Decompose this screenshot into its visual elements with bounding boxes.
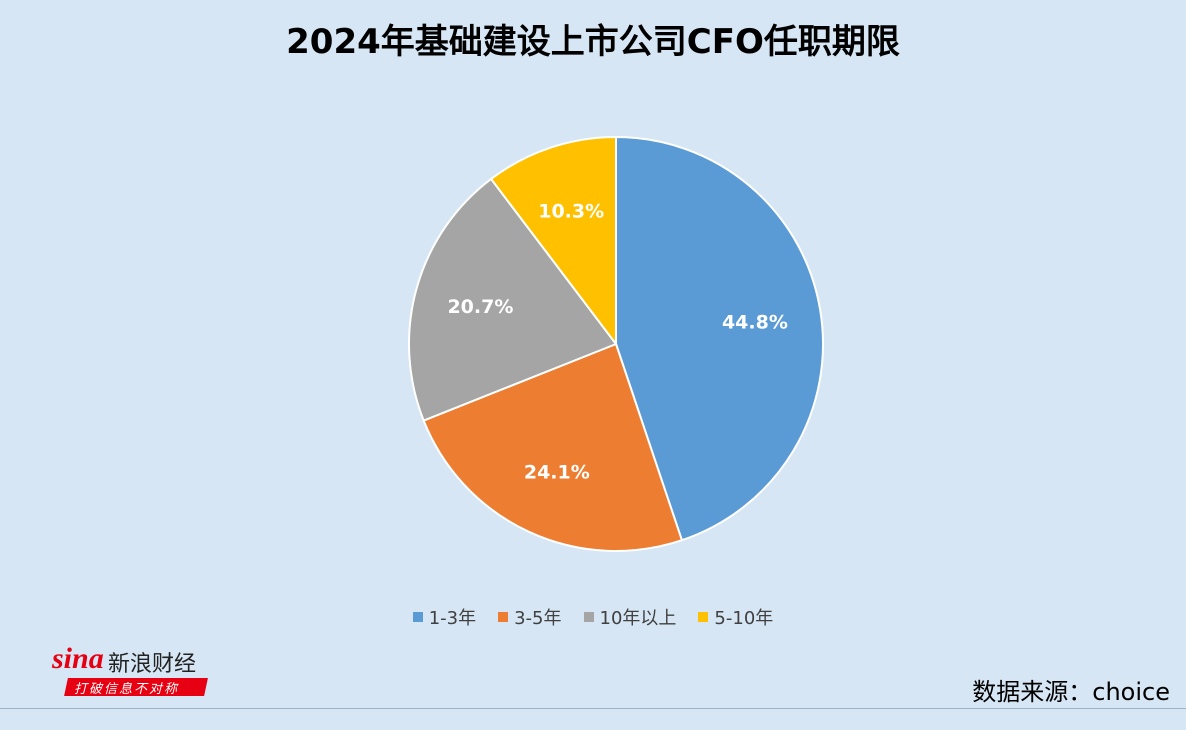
legend-swatch	[498, 612, 509, 622]
legend-swatch	[583, 612, 594, 622]
pie-slice	[408, 177, 618, 422]
logo-slogan: 打破信息不对称	[74, 682, 180, 697]
legend-item-5-10: 5-10年	[698, 604, 773, 630]
slice-value-label: 20.7%	[447, 296, 513, 318]
sina-finance-logo: sina 新浪财经 打破信息不对称	[52, 642, 222, 700]
divider	[0, 708, 1186, 709]
slice-value-label: 44.8%	[722, 311, 788, 333]
legend-item-1-3: 1-3年	[412, 604, 477, 630]
legend-label: 10年以上	[599, 608, 677, 629]
pie-chart: 44.8% 24.1% 20.7% 10.3%	[408, 135, 824, 552]
legend: 1-3年 3-5年 10年以上 5-10年	[0, 604, 1186, 630]
pie-slice	[615, 135, 824, 542]
legend-item-10-plus: 10年以上	[583, 604, 677, 630]
logo-name: 新浪财经	[108, 652, 197, 677]
legend-label: 3-5年	[514, 608, 562, 629]
data-source: 数据来源：choice	[972, 678, 1170, 706]
pie-slice	[489, 135, 617, 347]
legend-swatch	[698, 612, 709, 622]
slice-value-label: 10.3%	[538, 201, 604, 223]
chart-title: 2024年基础建设上市公司CFO任职期限	[286, 22, 900, 62]
logo-brand: sina	[52, 642, 104, 675]
legend-label: 1-3年	[428, 608, 477, 629]
legend-label: 5-10年	[714, 608, 774, 629]
legend-swatch	[412, 612, 423, 622]
slice-value-label: 24.1%	[524, 462, 590, 484]
legend-item-3-5: 3-5年	[498, 604, 562, 630]
